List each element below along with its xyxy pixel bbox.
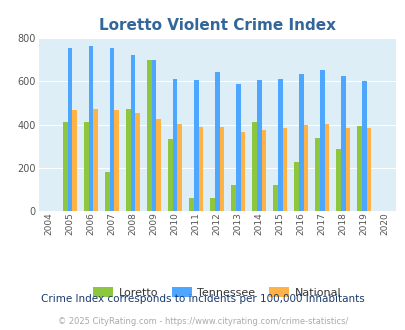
Bar <box>135 113 140 211</box>
Legend: Loretto, Tennessee, National: Loretto, Tennessee, National <box>89 282 345 302</box>
Bar <box>109 49 114 211</box>
Bar <box>366 128 370 211</box>
Bar <box>231 185 235 211</box>
Bar <box>356 126 361 211</box>
Bar <box>105 172 109 211</box>
Bar <box>151 60 156 211</box>
Bar <box>89 46 93 211</box>
Bar <box>235 84 240 211</box>
Bar <box>324 124 328 211</box>
Bar <box>214 72 219 211</box>
Bar <box>84 122 89 211</box>
Bar <box>361 81 366 211</box>
Bar <box>256 80 261 211</box>
Bar <box>303 124 307 211</box>
Bar <box>189 198 194 211</box>
Bar <box>252 122 256 211</box>
Bar <box>277 79 282 211</box>
Bar <box>198 127 202 211</box>
Bar <box>340 77 345 211</box>
Bar <box>173 79 177 211</box>
Bar <box>68 48 72 211</box>
Bar <box>130 55 135 211</box>
Bar <box>156 118 161 211</box>
Bar <box>319 70 324 211</box>
Bar <box>294 162 298 211</box>
Bar <box>282 128 286 211</box>
Bar <box>72 110 77 211</box>
Bar <box>63 122 68 211</box>
Bar <box>177 124 182 211</box>
Title: Loretto Violent Crime Index: Loretto Violent Crime Index <box>98 17 335 33</box>
Bar <box>147 60 151 211</box>
Bar <box>298 74 303 211</box>
Text: Crime Index corresponds to incidents per 100,000 inhabitants: Crime Index corresponds to incidents per… <box>41 294 364 304</box>
Text: © 2025 CityRating.com - https://www.cityrating.com/crime-statistics/: © 2025 CityRating.com - https://www.city… <box>58 317 347 326</box>
Bar <box>261 130 266 211</box>
Bar <box>336 149 340 211</box>
Bar <box>345 128 350 211</box>
Bar <box>194 80 198 211</box>
Bar <box>168 139 173 211</box>
Bar <box>93 109 98 211</box>
Bar <box>210 198 214 211</box>
Bar <box>126 110 130 211</box>
Bar <box>240 131 245 211</box>
Bar <box>219 127 224 211</box>
Bar <box>273 185 277 211</box>
Bar <box>315 138 319 211</box>
Bar <box>114 110 119 211</box>
